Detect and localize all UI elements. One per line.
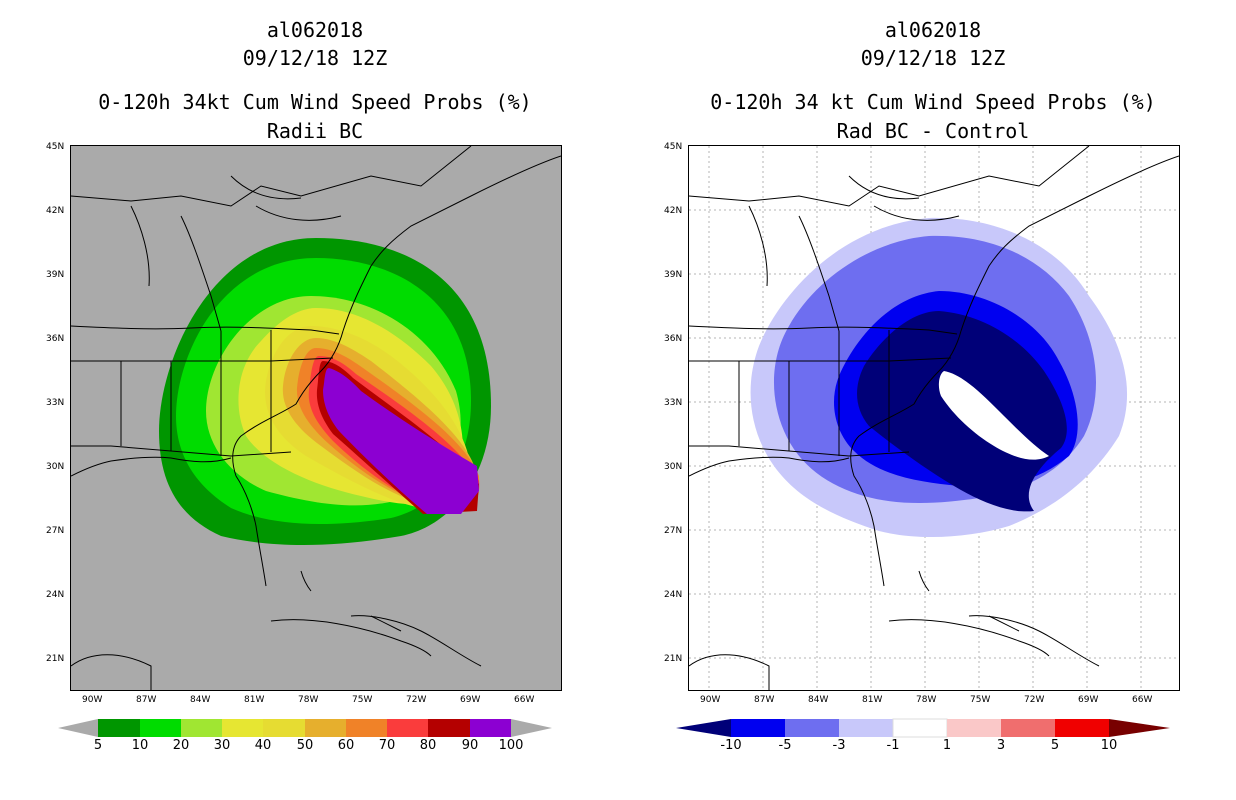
colorbar-label: 50 bbox=[296, 738, 314, 753]
right-title-product: 0-120h 34 kt Cum Wind Speed Probs (%) bbox=[710, 90, 1156, 114]
colorbar-label: -1 bbox=[886, 738, 900, 753]
right-title-date: 09/12/18 12Z bbox=[860, 46, 1006, 70]
lon-label: 78W bbox=[298, 695, 319, 705]
lon-label: 69W bbox=[460, 695, 481, 705]
coastline-map bbox=[71, 146, 561, 690]
colorbar-box bbox=[346, 719, 387, 737]
colorbar-label: 60 bbox=[337, 738, 355, 753]
lat-label: 39N bbox=[664, 270, 683, 280]
colorbar-box bbox=[387, 719, 428, 737]
left-map bbox=[70, 145, 562, 691]
lat-label: 27N bbox=[46, 526, 65, 536]
colorbar-box bbox=[785, 719, 839, 737]
probability-contours bbox=[159, 238, 491, 545]
lat-label: 30N bbox=[46, 462, 65, 472]
lon-label: 90W bbox=[82, 695, 103, 705]
colorbar-label: 40 bbox=[254, 738, 272, 753]
colorbar-label: 10 bbox=[131, 738, 149, 753]
colorbar-label: -3 bbox=[832, 738, 846, 753]
colorbar-box bbox=[892, 718, 948, 738]
colorbar-arrow-right bbox=[1109, 719, 1170, 737]
lat-label: 21N bbox=[664, 654, 683, 664]
lon-label: 84W bbox=[808, 695, 829, 705]
colorbar-box bbox=[263, 719, 305, 737]
left-title-date: 09/12/18 12Z bbox=[242, 46, 388, 70]
lon-label: 66W bbox=[1132, 695, 1153, 705]
colorbar-arrow-left bbox=[58, 719, 98, 737]
colorbar-box bbox=[181, 719, 222, 737]
colorbar-box bbox=[222, 719, 263, 737]
left-title-product: 0-120h 34kt Cum Wind Speed Probs (%) bbox=[98, 90, 532, 114]
lat-label: 24N bbox=[46, 590, 65, 600]
lat-label: 21N bbox=[46, 654, 65, 664]
colorbar-label: 3 bbox=[996, 738, 1006, 753]
lat-label: 24N bbox=[664, 590, 683, 600]
colorbar-label: 100 bbox=[498, 738, 524, 753]
colorbar-box bbox=[839, 719, 893, 737]
left-title-storm: al062018 bbox=[266, 18, 364, 42]
lon-label: 87W bbox=[136, 695, 157, 705]
colorbar-label: 80 bbox=[419, 738, 437, 753]
coastline-map bbox=[689, 146, 1179, 690]
colorbar-box bbox=[140, 719, 181, 737]
left-title-sub: Radii BC bbox=[266, 119, 364, 143]
lat-label: 45N bbox=[46, 142, 65, 152]
lon-label: 75W bbox=[352, 695, 373, 705]
colorbar-label: 1 bbox=[942, 738, 952, 753]
right-colorbar bbox=[676, 718, 1170, 738]
lon-label: 75W bbox=[970, 695, 991, 705]
right-map bbox=[688, 145, 1180, 691]
colorbar-box bbox=[731, 719, 785, 737]
colorbar-label: 90 bbox=[461, 738, 479, 753]
lon-label: 87W bbox=[754, 695, 775, 705]
right-colorbar-svg bbox=[676, 718, 1170, 738]
lat-label: 33N bbox=[46, 398, 65, 408]
left-colorbar-svg bbox=[58, 719, 552, 737]
colorbar-box bbox=[428, 719, 470, 737]
lon-label: 66W bbox=[514, 695, 535, 705]
right-title-sub: Rad BC - Control bbox=[836, 119, 1030, 143]
lon-label: 78W bbox=[916, 695, 937, 705]
lat-label: 45N bbox=[664, 142, 683, 152]
lat-label: 36N bbox=[664, 334, 683, 344]
lon-label: 69W bbox=[1078, 695, 1099, 705]
colorbar-label: 5 bbox=[93, 738, 103, 753]
lon-label: 90W bbox=[700, 695, 721, 705]
colorbar-label: 20 bbox=[172, 738, 190, 753]
colorbar-arrow-right bbox=[511, 719, 552, 737]
colorbar-label: -10 bbox=[720, 738, 742, 753]
colorbar-box bbox=[1055, 719, 1109, 737]
lon-label: 81W bbox=[862, 695, 883, 705]
right-title-storm: al062018 bbox=[884, 18, 982, 42]
colorbar-box bbox=[1001, 719, 1055, 737]
lat-label: 30N bbox=[664, 462, 683, 472]
contour-plus-notch bbox=[938, 371, 1049, 460]
lon-label: 84W bbox=[190, 695, 211, 705]
left-colorbar bbox=[58, 718, 552, 738]
colorbar-label: 10 bbox=[1100, 738, 1118, 753]
lat-label: 33N bbox=[664, 398, 683, 408]
left-map-svg bbox=[71, 146, 561, 690]
colorbar-arrow-left bbox=[676, 719, 731, 737]
lon-label: 72W bbox=[1024, 695, 1045, 705]
colorbar-box bbox=[470, 719, 511, 737]
lon-label: 72W bbox=[406, 695, 427, 705]
colorbar-label: 5 bbox=[1050, 738, 1060, 753]
colorbar-label: 70 bbox=[378, 738, 396, 753]
contour-90 bbox=[323, 368, 479, 514]
colorbar-box bbox=[947, 719, 1001, 737]
lat-label: 39N bbox=[46, 270, 65, 280]
lat-label: 36N bbox=[46, 334, 65, 344]
colorbar-box bbox=[305, 719, 346, 737]
colorbar-box bbox=[98, 719, 140, 737]
colorbar-label: 30 bbox=[213, 738, 231, 753]
lat-label: 27N bbox=[664, 526, 683, 536]
colorbar-label: -5 bbox=[778, 738, 792, 753]
lat-label: 42N bbox=[46, 206, 65, 216]
lat-label: 42N bbox=[664, 206, 683, 216]
right-map-svg bbox=[689, 146, 1179, 690]
difference-contours bbox=[750, 217, 1128, 538]
lon-label: 81W bbox=[244, 695, 265, 705]
